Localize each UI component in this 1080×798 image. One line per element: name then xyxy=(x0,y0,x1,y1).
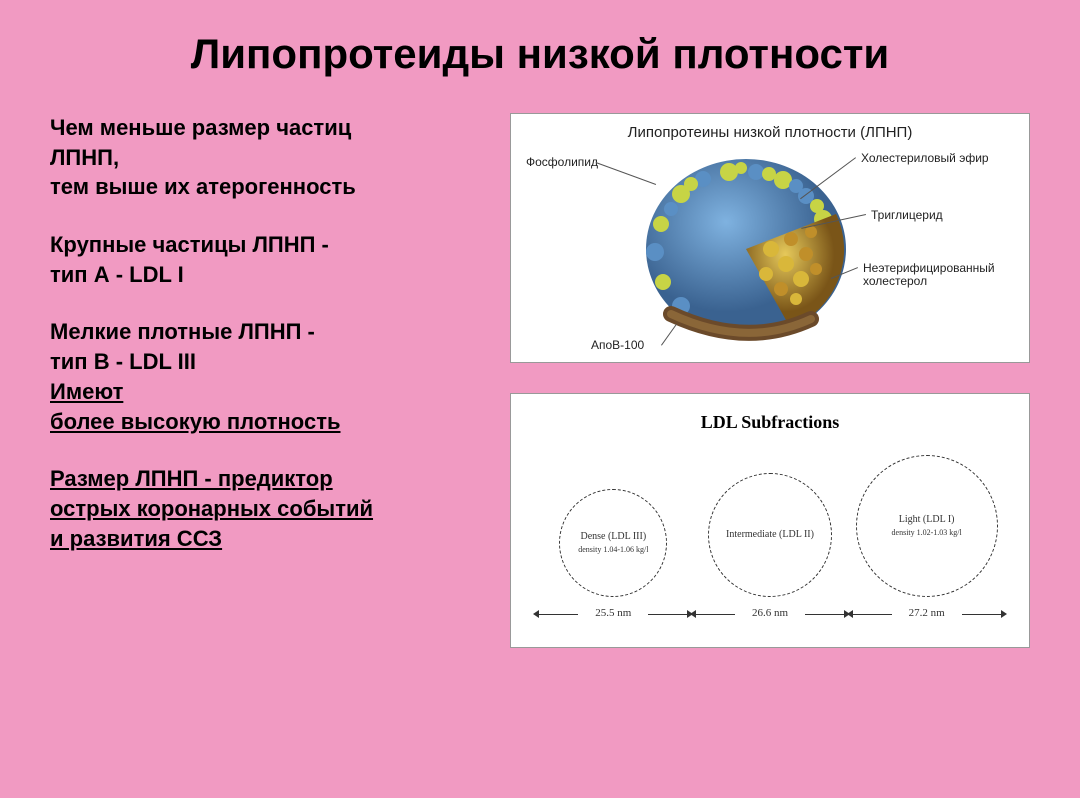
subfraction-circle: Dense (LDL III) density 1.04-1.06 kg/l xyxy=(559,489,667,597)
circle-sub: density 1.04-1.06 kg/l xyxy=(578,545,648,555)
left-column: Чем меньше размер частиц ЛПНП, тем выше … xyxy=(50,113,480,648)
text-underline: острых коронарных событий xyxy=(50,496,373,521)
circles-row: Dense (LDL III) density 1.04-1.06 kg/l Int… xyxy=(525,447,1015,597)
ldl-structure-panel: Липопротеины низкой плотности (ЛПНП) xyxy=(510,113,1030,363)
circle-sub: density 1.02-1.03 kg/l xyxy=(892,528,962,538)
content-row: Чем меньше размер частиц ЛПНП, тем выше … xyxy=(50,113,1030,648)
dimension-label: 27.2 nm xyxy=(897,607,957,619)
subfractions-title: LDL Subfractions xyxy=(525,412,1015,433)
slide-title: Липопротеиды низкой плотности xyxy=(50,30,1030,78)
text: тип А - LDL I xyxy=(50,262,184,287)
ldl-label: Неэтерифицированный холестерол xyxy=(863,262,1003,288)
dimension-label: 26.6 nm xyxy=(740,607,800,619)
slide: Липопротеиды низкой плотности Чем меньше… xyxy=(0,0,1080,798)
circle-name: Dense (LDL III) xyxy=(580,531,646,543)
ldl-label: АпоВ-100 xyxy=(591,339,644,352)
ldl-label: Фосфолипид xyxy=(526,156,598,169)
text-underline: более высокую плотность xyxy=(50,409,341,434)
paragraph-3: Мелкие плотные ЛПНП - тип В - LDL III Им… xyxy=(50,317,480,436)
circle-name: Light (LDL I) xyxy=(899,514,955,526)
dimensions-row: 25.5 nm 26.6 nm 27.2 nm xyxy=(525,607,1015,619)
ldl-structure-title: Липопротеины низкой плотности (ЛПНП) xyxy=(525,124,1015,141)
text-underline: Размер ЛПНП - предиктор xyxy=(50,466,333,491)
subfraction-circle: Light (LDL I) density 1.02-1.03 kg/l xyxy=(856,455,998,597)
text: Мелкие плотные ЛПНП - xyxy=(50,319,315,344)
text-underline: Имеют xyxy=(50,379,123,404)
text: Чем меньше размер частиц xyxy=(50,115,351,140)
subfraction-circle: Intermediate (LDL II) xyxy=(708,473,832,597)
paragraph-2: Крупные частицы ЛПНП - тип А - LDL I xyxy=(50,230,480,289)
dimension-label: 25.5 nm xyxy=(583,607,643,619)
ldl-label: Триглицерид xyxy=(871,209,943,222)
circle-name: Intermediate (LDL II) xyxy=(726,529,814,541)
right-column: Липопротеины низкой плотности (ЛПНП) xyxy=(510,113,1030,648)
text: ЛПНП, xyxy=(50,145,119,170)
ldl-label: Холестериловый эфир xyxy=(861,152,989,165)
text: тем выше их атерогенность xyxy=(50,174,356,199)
text-underline: и развития ССЗ xyxy=(50,526,222,551)
paragraph-1: Чем меньше размер частиц ЛПНП, тем выше … xyxy=(50,113,480,202)
paragraph-4: Размер ЛПНП - предиктор острых коронарны… xyxy=(50,464,480,553)
text: тип В - LDL III xyxy=(50,349,196,374)
text: Крупные частицы ЛПНП - xyxy=(50,232,329,257)
subfractions-panel: LDL Subfractions Dense (LDL III) density … xyxy=(510,393,1030,648)
